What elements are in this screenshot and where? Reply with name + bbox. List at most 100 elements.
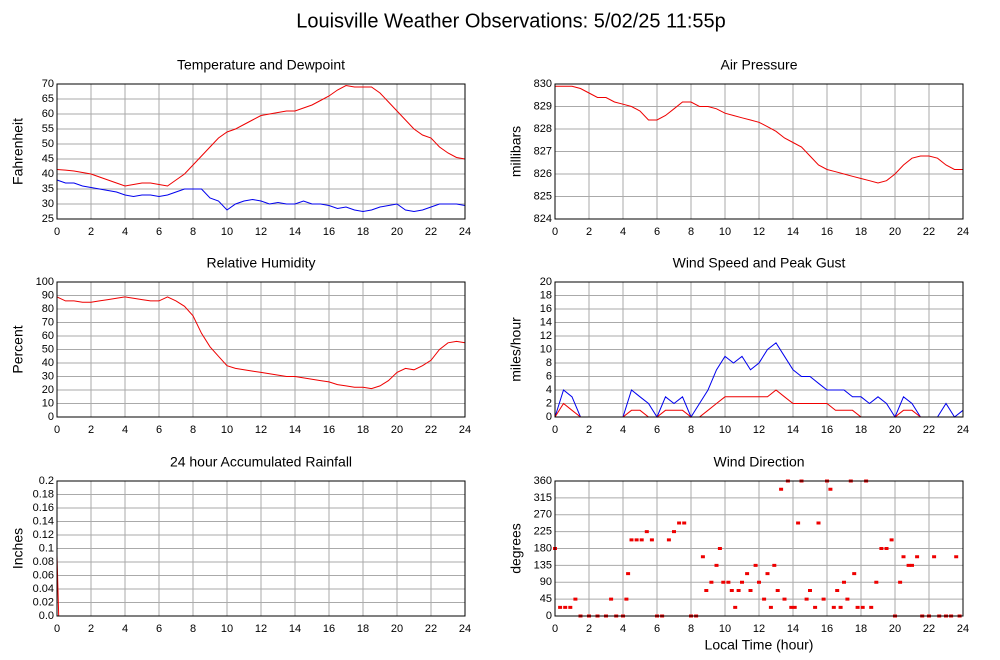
x-tick-label: 24 xyxy=(957,226,969,238)
y-tick-label: 826 xyxy=(534,168,552,180)
data-point xyxy=(779,487,784,491)
y-tick-label: 20 xyxy=(540,276,552,288)
x-tick-label: 22 xyxy=(923,424,935,436)
data-point xyxy=(879,547,884,550)
y-tick-label: 16 xyxy=(540,303,552,315)
x-tick-label: 16 xyxy=(821,424,833,436)
y-tick-label: 0.06 xyxy=(33,569,54,581)
y-tick-label: 270 xyxy=(534,509,552,521)
y-tick-label: 55 xyxy=(42,123,54,135)
y-tick-label: 80 xyxy=(42,303,54,315)
data-point xyxy=(666,538,671,542)
x-tick-label: 0 xyxy=(54,424,60,436)
x-tick-label: 24 xyxy=(957,424,969,436)
x-tick-label: 20 xyxy=(889,424,901,436)
y-tick-label: 45 xyxy=(540,593,552,605)
y-tick-label: 0 xyxy=(546,610,552,622)
x-tick-label: 8 xyxy=(688,226,694,238)
x-tick-label: 10 xyxy=(719,424,731,436)
y-tick-label: 315 xyxy=(534,492,552,504)
x-tick-label: 12 xyxy=(753,623,765,635)
x-tick-label: 8 xyxy=(688,424,694,436)
x-tick-label: 0 xyxy=(54,623,60,635)
plot-frame xyxy=(554,83,964,220)
y-tick-label: 100 xyxy=(36,276,54,288)
panel-title: Wind Speed and Peak Gust xyxy=(673,255,846,271)
x-tick-label: 20 xyxy=(391,226,403,238)
x-tick-label: 4 xyxy=(122,226,128,238)
x-tick-label: 6 xyxy=(654,623,660,635)
data-point xyxy=(573,597,578,601)
y-tick-label: 12 xyxy=(540,330,552,342)
y-tick-label: 60 xyxy=(42,330,54,342)
x-tick-label: 24 xyxy=(459,424,471,436)
data-point xyxy=(855,605,860,609)
x-tick-label: 4 xyxy=(620,623,626,635)
x-tick-label: 14 xyxy=(787,424,799,436)
x-tick-label: 14 xyxy=(787,226,799,238)
x-tick-label: 22 xyxy=(923,623,935,635)
x-tick-label: 2 xyxy=(88,623,94,635)
x-tick-label: 4 xyxy=(122,623,128,635)
x-tick-label: 14 xyxy=(289,424,301,436)
data-point xyxy=(629,538,634,542)
x-axis-label: Local Time (hour) xyxy=(705,637,814,653)
x-tick-label: 4 xyxy=(620,226,626,238)
data-point xyxy=(792,605,797,609)
data-point xyxy=(845,597,850,601)
x-tick-label: 12 xyxy=(255,424,267,436)
y-tick-label: 10 xyxy=(42,397,54,409)
data-point xyxy=(704,589,709,592)
x-tick-label: 10 xyxy=(221,226,233,238)
data-point xyxy=(634,538,639,542)
x-tick-label: 12 xyxy=(255,226,267,238)
data-point xyxy=(910,563,914,567)
x-tick-label: 18 xyxy=(855,226,867,238)
y-tick-label: 60 xyxy=(42,108,54,120)
y-tick-label: 830 xyxy=(534,78,552,90)
y-tick-label: 829 xyxy=(534,100,552,112)
x-tick-label: 4 xyxy=(122,424,128,436)
data-point xyxy=(682,521,687,525)
data-point xyxy=(672,530,676,534)
x-tick-label: 12 xyxy=(753,424,765,436)
data-point xyxy=(639,538,644,542)
data-point xyxy=(644,530,649,534)
data-point xyxy=(796,521,801,525)
y-tick-label: 0.12 xyxy=(33,529,54,541)
y-tick-label: 40 xyxy=(42,357,54,369)
y-tick-label: 0.04 xyxy=(33,583,54,595)
data-point xyxy=(775,589,780,592)
data-point xyxy=(838,605,843,609)
y-axis-label: Fahrenheit xyxy=(10,118,26,185)
x-tick-label: 20 xyxy=(889,623,901,635)
plot-frame xyxy=(56,480,466,617)
data-point xyxy=(835,589,840,592)
data-point xyxy=(677,521,682,525)
y-tick-label: 0 xyxy=(48,411,54,423)
data-point xyxy=(624,597,629,601)
x-tick-label: 22 xyxy=(425,424,437,436)
y-tick-label: 6 xyxy=(546,370,552,382)
data-point xyxy=(765,572,770,576)
data-point xyxy=(889,538,894,542)
data-point xyxy=(852,572,857,576)
x-tick-label: 12 xyxy=(753,226,765,238)
y-tick-label: 0.14 xyxy=(33,515,54,527)
data-line xyxy=(555,85,963,184)
x-tick-label: 16 xyxy=(323,623,335,635)
x-tick-label: 2 xyxy=(586,226,592,238)
y-tick-label: 0.0 xyxy=(39,610,54,622)
data-point xyxy=(932,555,937,559)
x-tick-label: 0 xyxy=(552,623,558,635)
panel-title: 24 hour Accumulated Rainfall xyxy=(170,454,352,470)
x-tick-label: 2 xyxy=(88,226,94,238)
data-point xyxy=(782,597,787,601)
data-point xyxy=(558,605,563,609)
y-tick-label: 360 xyxy=(534,475,552,487)
y-axis-label: Inches xyxy=(10,528,26,569)
x-tick-label: 0 xyxy=(552,424,558,436)
plot-frame xyxy=(56,83,466,220)
panel-title: Wind Direction xyxy=(713,454,804,470)
